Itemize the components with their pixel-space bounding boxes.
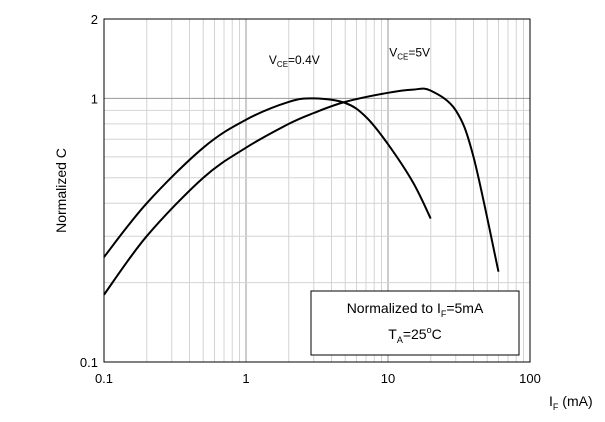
series-label-v: V	[269, 53, 277, 67]
y-tick-label: 2	[91, 12, 98, 27]
y-tick-label: 0.1	[80, 355, 98, 370]
x-tick-label: 10	[381, 371, 395, 386]
plot-frame	[103, 18, 531, 363]
series-label-sub: CE	[277, 60, 288, 69]
series-label-v: V	[389, 46, 397, 60]
series-label-vce-0-4v: VCE=0.4V	[269, 53, 320, 69]
y-axis-label: Normalized C	[53, 148, 69, 233]
tick-labels: 0.1 1 10 100 0.1 1 2	[80, 12, 541, 386]
annotation-line-2: TA=25oC	[388, 325, 441, 345]
y-tick-label: 1	[91, 91, 98, 106]
x-tick-label: 0.1	[95, 371, 113, 386]
annotation-box: Normalized to IF=5mA TA=25oC	[310, 290, 520, 356]
annotation-frame	[310, 290, 520, 356]
x-tick-label: 100	[519, 371, 541, 386]
series-label-rest: =5V	[408, 46, 430, 60]
x-tick-label: 1	[242, 371, 249, 386]
series-label-rest: =0.4V	[288, 53, 320, 67]
series-line-vce-0-4v	[103, 97, 432, 258]
series	[103, 87, 500, 296]
series-label-sub: CE	[397, 53, 408, 62]
x-axis-label: IF (mA)	[549, 393, 593, 412]
series-line-vce-5v	[103, 87, 500, 296]
x-axis-label-main: I	[549, 393, 553, 409]
annotation-line-1: Normalized to IF=5mA	[347, 300, 484, 319]
x-axis-label-sub: F	[553, 402, 559, 412]
series-label-vce-5v: VCE=5V	[389, 46, 430, 62]
x-axis-label-rest: (mA)	[558, 393, 592, 409]
